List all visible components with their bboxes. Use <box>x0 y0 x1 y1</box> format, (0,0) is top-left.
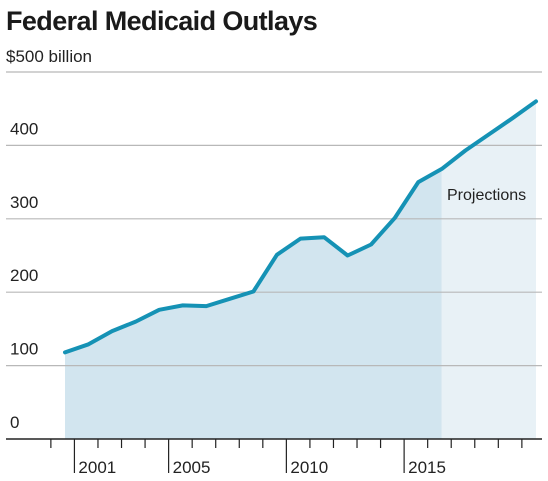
series-layer <box>63 99 538 355</box>
x-tick-label-2001: 2001 <box>78 458 116 477</box>
y-tick-label-100: 100 <box>10 340 38 359</box>
area-actual <box>65 168 442 439</box>
y-axis-unit-label: $500 billion <box>6 47 92 66</box>
x-tick-label-2010: 2010 <box>290 458 328 477</box>
x-tick-label-2005: 2005 <box>173 458 211 477</box>
chart-title: Federal Medicaid Outlays <box>6 6 317 36</box>
y-tick-label-0: 0 <box>10 413 19 432</box>
x-tick-label-2015: 2015 <box>408 458 446 477</box>
projections-label: Projections <box>447 187 526 204</box>
x-axis: 2001 2005 2010 2015 <box>6 438 542 477</box>
series-line-outlays <box>63 99 538 355</box>
y-tick-label-400: 400 <box>10 119 38 138</box>
gridlines <box>6 71 542 367</box>
y-tick-label-300: 300 <box>10 193 38 212</box>
area-layer <box>65 101 536 440</box>
y-axis-ticks: 0 100 200 300 400 <box>10 119 38 432</box>
y-tick-label-200: 200 <box>10 266 38 285</box>
area-projection <box>441 101 536 440</box>
